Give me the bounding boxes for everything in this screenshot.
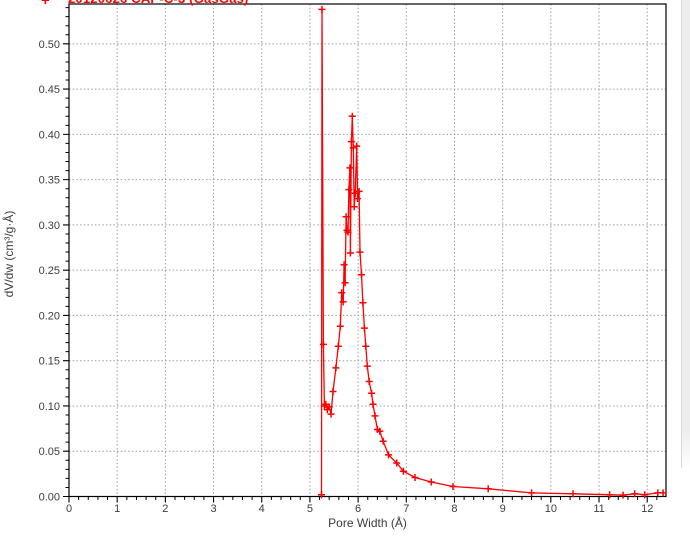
x-tick-label: 4 [259, 503, 265, 515]
y-tick-label: 0.30 [39, 220, 60, 232]
y-tick-label: 0.45 [39, 84, 60, 96]
y-tick-label: 0.05 [39, 446, 60, 458]
x-tick-label: 8 [451, 503, 457, 515]
y-tick-label: 0.15 [39, 356, 60, 368]
x-axis-title: Pore Width (Å) [328, 516, 407, 530]
y-tick-label: 0.20 [39, 310, 60, 322]
y-tick-label: 0.00 [39, 492, 60, 504]
minor-ticks [65, 7, 658, 500]
x-tick-label: 12 [641, 503, 653, 515]
gridlines [69, 4, 666, 497]
x-tick-label: 3 [210, 503, 216, 515]
y-tick-label: 0.50 [39, 39, 60, 51]
y-tick-label: 0.10 [39, 401, 60, 413]
x-tick-label: 5 [307, 503, 313, 515]
plot-frame [68, 3, 667, 498]
y-tick-label: 0.40 [39, 129, 60, 141]
right-scrollbar-track[interactable] [681, 0, 690, 468]
y-tick-label: 0.35 [39, 175, 60, 187]
series-legend-label: 20120626 CAP-C-3 (GasGas) [68, 0, 249, 6]
series-plus-marker-icon: + [41, 0, 50, 9]
data-point-markers [318, 5, 667, 499]
x-tick-label: 6 [355, 503, 361, 515]
x-tick-label: 0 [66, 503, 72, 515]
x-tick-label: 2 [162, 503, 168, 515]
x-tick-label: 9 [500, 503, 506, 515]
x-tick-label: 10 [545, 503, 557, 515]
x-tick-label: 11 [593, 503, 604, 515]
x-tick-label: 7 [403, 503, 409, 515]
x-tick-label: 1 [114, 503, 120, 515]
y-axis-title: dV/dw (cm³/g·Å) [2, 210, 16, 298]
series-line [320, 9, 664, 496]
major-ticks [63, 43, 648, 503]
y-tick-label: 0.25 [39, 265, 60, 277]
